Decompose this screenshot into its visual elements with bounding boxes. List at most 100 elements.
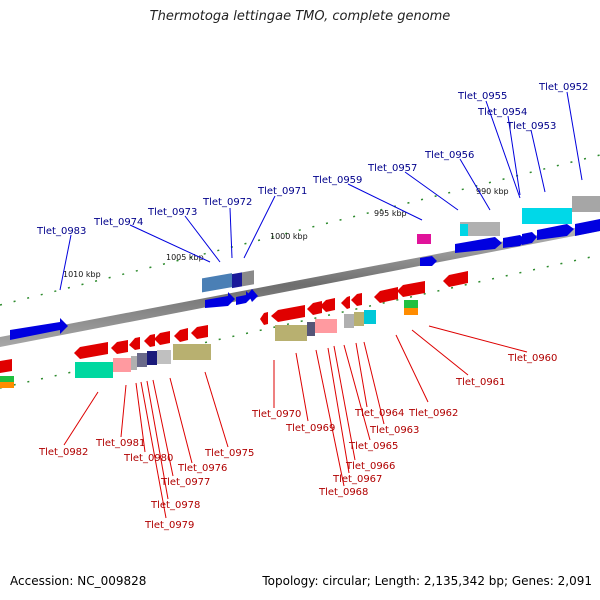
- gene-arrow[interactable]: [74, 342, 108, 359]
- reverse-strand-genes: [0, 271, 468, 373]
- gene-label: Tlet_0975: [204, 448, 254, 459]
- gene-label: Tlet_0967: [332, 474, 382, 485]
- gene-label: Tlet_0980: [123, 453, 173, 464]
- feature-block: [157, 350, 171, 364]
- gene-label: Tlet_0976: [177, 463, 227, 474]
- scale-label: 995 kbp: [374, 209, 407, 218]
- gene-arrow[interactable]: [397, 281, 425, 297]
- gene-label: Tlet_0953: [506, 121, 556, 132]
- scale-label: 1005 kbp: [166, 253, 204, 262]
- accession-label: Accession: NC_009828: [10, 574, 147, 588]
- gene-arrow[interactable]: [341, 296, 350, 309]
- genome-backbone: [0, 223, 600, 347]
- feature-block: [232, 272, 242, 289]
- gene-arrow[interactable]: [271, 305, 305, 322]
- gene-arrow[interactable]: [260, 312, 268, 325]
- gene-arrow[interactable]: [455, 237, 502, 253]
- gene-arrow[interactable]: [174, 328, 188, 342]
- gene-arrow[interactable]: [522, 232, 537, 245]
- gene-arrow[interactable]: [154, 331, 170, 345]
- feature-block: [417, 234, 431, 244]
- gene-label: Tlet_0974: [93, 217, 143, 228]
- gene-label: Tlet_0970: [251, 409, 301, 420]
- gene-label: Tlet_0972: [202, 197, 252, 208]
- gene-arrow[interactable]: [537, 224, 574, 240]
- gene-arrow[interactable]: [191, 325, 208, 339]
- feature-block: [131, 356, 137, 370]
- outer-tick-track: [0, 154, 600, 306]
- gene-arrow[interactable]: [236, 291, 252, 305]
- gene-arrow[interactable]: [443, 271, 468, 287]
- gene-arrow[interactable]: [0, 359, 12, 373]
- feature-block: [460, 222, 500, 236]
- gene-label: Tlet_0957: [367, 163, 417, 174]
- feature-block: [522, 208, 572, 224]
- gene-label: Tlet_0965: [348, 441, 398, 452]
- feature-block: [460, 224, 468, 236]
- gene-arrow[interactable]: [351, 293, 362, 306]
- feature-block: [147, 351, 157, 365]
- gene-arrow[interactable]: [320, 298, 335, 312]
- feature-block: [354, 312, 364, 326]
- gene-arrow[interactable]: [129, 337, 140, 350]
- gene-arrow[interactable]: [205, 292, 235, 308]
- feature-block: [137, 353, 147, 367]
- gene-arrow[interactable]: [374, 287, 398, 303]
- gene-label: Tlet_0978: [150, 500, 200, 511]
- gene-arrow[interactable]: [420, 256, 437, 266]
- gene-label: Tlet_0981: [95, 438, 145, 449]
- feature-block: [307, 322, 315, 336]
- feature-block: [0, 382, 14, 388]
- gene-label: Tlet_0952: [538, 82, 588, 93]
- gene-label: Tlet_0983: [36, 226, 86, 237]
- gene-arrow[interactable]: [10, 318, 68, 340]
- feature-block: [75, 362, 113, 378]
- gene-arrow[interactable]: [248, 289, 258, 302]
- feature-block: [0, 376, 14, 382]
- feature-block: [344, 314, 354, 328]
- gene-label: Tlet_0969: [285, 423, 335, 434]
- gene-label: Tlet_0971: [257, 186, 307, 197]
- gene-label: Tlet_0964: [354, 408, 404, 419]
- gene-arrow[interactable]: [575, 219, 600, 236]
- gene-arrow[interactable]: [307, 301, 322, 315]
- feature-block: [404, 308, 418, 315]
- gene-arrow[interactable]: [503, 235, 526, 248]
- gene-label: Tlet_0961: [455, 377, 505, 388]
- genome-stats-label: Topology: circular; Length: 2,135,342 bp…: [262, 574, 592, 588]
- feature-block: [275, 325, 307, 341]
- gene-label: Tlet_0966: [345, 461, 395, 472]
- gene-label: Tlet_0960: [507, 353, 557, 364]
- feature-block: [572, 196, 600, 212]
- feature-block: [404, 300, 418, 308]
- feature-block: [113, 358, 131, 372]
- feature-block: [242, 270, 254, 287]
- bottom-leader-lines: [63, 325, 528, 519]
- gene-label: Tlet_0954: [477, 107, 527, 118]
- gene-label: Tlet_0982: [38, 447, 88, 458]
- feature-block: [315, 319, 337, 333]
- gene-arrow[interactable]: [144, 334, 155, 347]
- feature-block: [202, 273, 232, 293]
- gene-label: Tlet_0979: [144, 520, 194, 531]
- gene-label: Tlet_0977: [160, 477, 210, 488]
- gene-label: Tlet_0963: [369, 425, 419, 436]
- scale-label: 1000 kbp: [270, 232, 308, 241]
- gene-label: Tlet_0973: [147, 207, 197, 218]
- feature-block: [364, 310, 376, 324]
- gene-label: Tlet_0955: [457, 91, 507, 102]
- annotation-blocks: [0, 196, 600, 388]
- scale-label: 990 kbp: [476, 187, 509, 196]
- gene-arrow[interactable]: [111, 340, 128, 354]
- feature-block: [173, 344, 211, 360]
- gene-label: Tlet_0959: [312, 175, 362, 186]
- gene-label: Tlet_0968: [318, 487, 368, 498]
- gene-label: Tlet_0956: [424, 150, 474, 161]
- scale-label: 1010 kbp: [63, 270, 101, 279]
- map-title: Thermotoga lettingae TMO, complete genom…: [149, 9, 451, 24]
- top-leader-lines: [59, 91, 583, 291]
- gene-label: Tlet_0962: [408, 408, 458, 419]
- forward-strand-genes: [10, 219, 600, 340]
